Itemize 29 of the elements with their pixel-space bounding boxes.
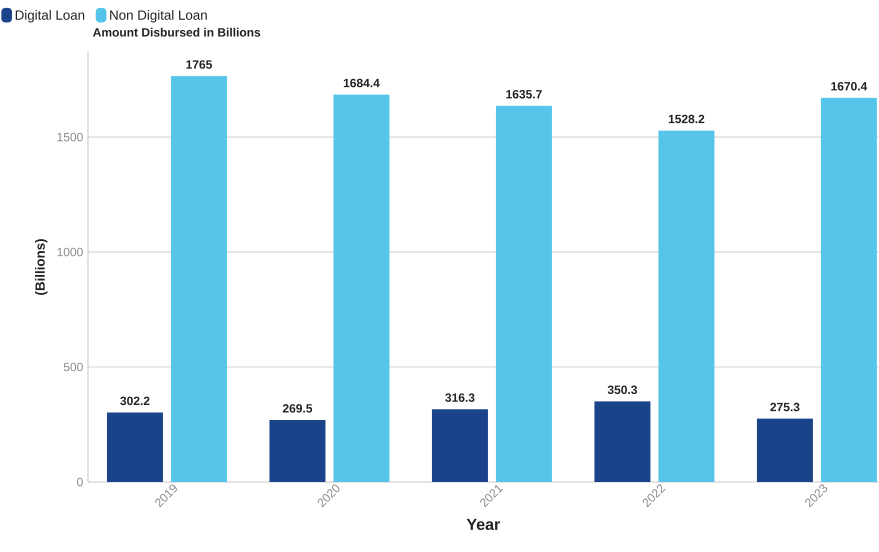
data-label: 1684.4 [344,78,380,88]
chart-title: Amount Disbursed in Billions [93,28,260,37]
bar [756,418,813,482]
data-label: 316.3 [445,393,475,402]
bar [658,130,714,482]
data-label: 275.3 [770,402,800,412]
legend-label: Non Digital Loan [110,10,207,22]
bar [170,76,227,482]
bar [106,412,163,482]
bar [269,420,326,482]
data-label: 1635.7 [506,90,542,98]
data-label: 1670.4 [831,82,868,91]
data-label: 1528.2 [668,114,704,124]
bar [432,409,488,482]
data-label: 1765 [186,60,212,69]
y-tick-label: 500 [64,362,83,372]
y-tick-label: 0 [77,478,83,486]
data-label: 350.3 [608,386,637,394]
bar [594,401,650,482]
legend-label: Digital Loan [16,10,84,22]
bar [333,94,390,482]
x-axis-title: Year [466,518,500,530]
bar [820,98,877,482]
data-label: 302.2 [120,396,150,406]
y-tick-label: 1500 [58,132,83,142]
bar [496,106,552,482]
y-tick-label: 1000 [58,248,83,256]
y-axis-title: (Billions) [35,239,48,295]
data-label: 269.5 [282,404,312,413]
